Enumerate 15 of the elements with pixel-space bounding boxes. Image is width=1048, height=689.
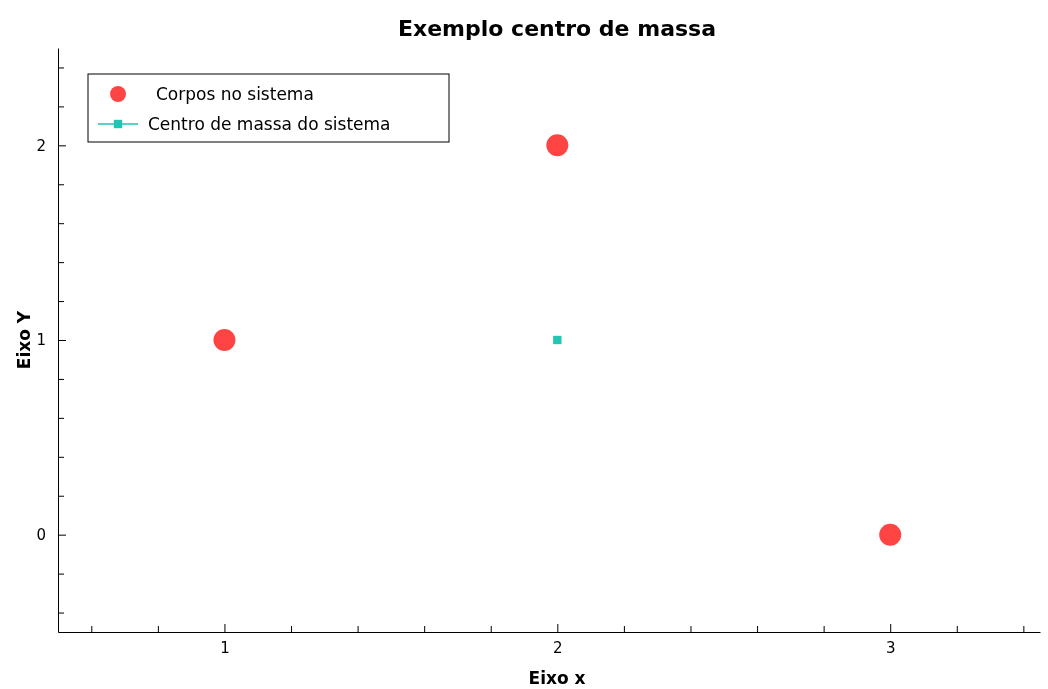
y-tick-label: 1 [36, 331, 46, 350]
legend-label: Corpos no sistema [156, 84, 314, 104]
x-tick-label: 1 [220, 638, 230, 657]
y-tick-label: 2 [36, 136, 46, 155]
point [553, 335, 562, 345]
point [879, 523, 902, 546]
point [546, 134, 569, 157]
x-tick-label: 2 [553, 638, 563, 657]
chart-title: Exemplo centro de massa [397, 16, 717, 41]
legend-label: Centro de massa do sistema [148, 114, 391, 134]
x-axis-title: Eixo x [528, 668, 586, 688]
x-tick-label: 3 [885, 638, 896, 657]
y-tick-label: 0 [36, 525, 46, 544]
point [213, 329, 236, 351]
y-axis-title: Eixo Y [14, 310, 34, 370]
